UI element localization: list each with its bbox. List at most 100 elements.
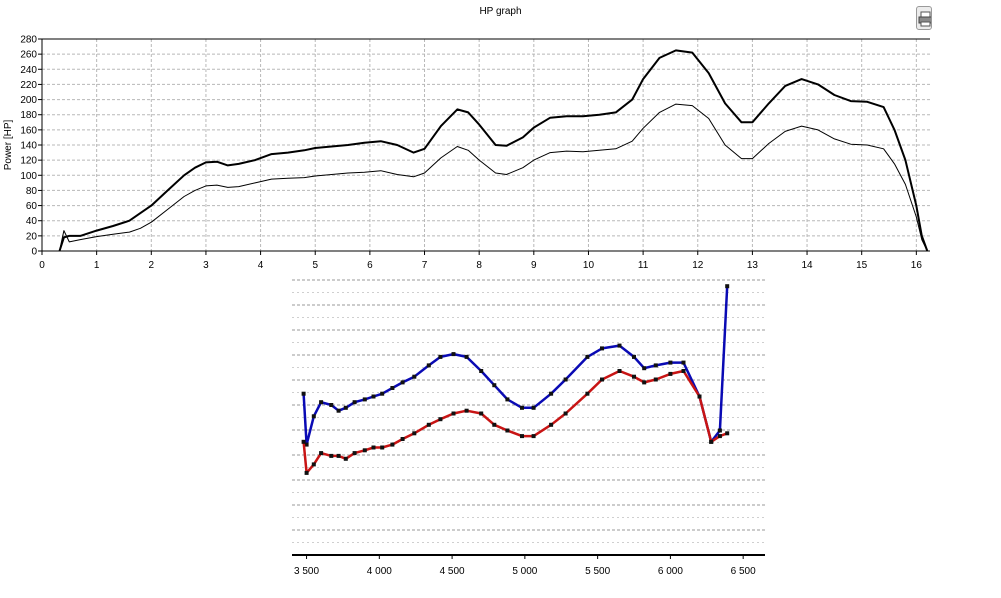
bottom-series-line-2 [302,369,728,475]
bottom-series-2-marker [632,374,636,379]
top-x-tick-label: 2 [149,260,155,271]
bottom-chart-axes [292,554,765,559]
top-chart-y-axis-label: Power [HP] [3,119,14,170]
top-x-tick-label: 11 [638,260,649,271]
top-x-tick-label: 15 [856,260,868,271]
bottom-series-2-marker [653,377,658,382]
bottom-series-2-marker [336,453,341,458]
chart-title: HP graph [479,6,522,17]
top-chart-series [58,49,929,252]
bottom-x-tick-label: 4 000 [367,566,392,577]
bottom-series-2-marker [412,431,417,436]
bottom-series-2-marker [380,445,385,450]
bottom-series-1-marker [343,405,348,410]
bottom-series-2-marker [531,434,536,439]
bottom-series-2-marker [492,422,497,427]
bottom-series-1-marker [617,343,622,348]
bottom-chart-x-ticks: 3 500 4 000 4 500 5 000 5 500 6 000 6 500 [294,566,756,577]
bottom-series-2-marker [479,411,484,416]
print-button[interactable] [916,6,932,30]
bottom-series-1-marker [492,383,497,388]
bottom-x-tick-label: 6 000 [658,566,683,577]
bottom-series-1-marker [371,394,376,399]
bottom-x-tick-label: 5 500 [585,566,610,577]
bottom-series-2-marker [438,417,443,422]
printer-icon [918,11,931,27]
top-x-tick-label: 8 [476,260,482,271]
bottom-series-2-marker [585,391,590,396]
top-x-tick-label: 9 [531,260,537,271]
top-y-tick-label: 160 [20,125,37,136]
top-y-tick-label: 260 [20,50,37,61]
bottom-series-2-marker [426,422,431,427]
bottom-series-1-marker [681,360,686,365]
top-y-tick-label: 40 [26,216,38,227]
bottom-series-2-marker [617,369,622,373]
bottom-series-2-marker [642,380,647,385]
bottom-series-2-marker [451,411,456,416]
bottom-series-1-marker [479,369,484,373]
bottom-series-1-marker [329,403,334,407]
top-y-tick-label: 20 [26,231,38,242]
bottom-series-1-marker [412,374,417,379]
top-y-tick-label: 240 [20,65,37,76]
bottom-series-2-marker [352,451,357,456]
top-x-tick-label: 6 [367,260,373,271]
bottom-series-2-marker [725,431,730,436]
top-x-tick-label: 10 [583,260,595,271]
bottom-series-1-marker [563,377,568,382]
bottom-x-tick-label: 4 500 [440,566,465,577]
bottom-series-2-marker [319,451,324,456]
bottom-series-1-marker [505,397,510,402]
bottom-series-1-marker [653,363,658,368]
bottom-series-2-marker [563,411,568,416]
bottom-series-2-marker [505,428,510,433]
top-y-tick-label: 0 [31,247,37,258]
top-y-tick-label: 180 [20,110,37,121]
top-x-tick-label: 5 [312,260,318,271]
bottom-series-1-marker [717,428,722,433]
top-x-tick-label: 14 [801,260,813,271]
bottom-series-2-marker [400,437,405,441]
bottom-series-2-marker [329,453,334,458]
bottom-series-2-marker [520,434,524,439]
bottom-series-2-marker [600,377,604,382]
bottom-series-1-marker [304,442,309,447]
bottom-series-2-marker [304,470,309,475]
bottom-x-tick-label: 3 500 [294,566,319,577]
top-x-tick-label: 13 [747,260,759,271]
top-x-tick-label: 16 [911,260,923,271]
bottom-x-tick-label: 5 000 [512,566,537,577]
bottom-series-2-marker [681,369,686,373]
bottom-series-2-marker [343,456,348,461]
bottom-series-2-marker [668,371,673,376]
bottom-series-1-marker [426,363,431,368]
bottom-series-1-marker [642,366,647,371]
bottom-series-1-marker [668,360,673,365]
bottom-series-1-marker [319,400,324,405]
bottom-series-1-marker [632,354,636,359]
bottom-series-1-marker [520,405,524,410]
bottom-series-1-marker [438,354,443,359]
top-y-tick-label: 80 [26,186,38,197]
bottom-series-2-marker [697,394,702,399]
bottom-series-1-marker [531,405,536,410]
top-x-tick-label: 3 [203,260,209,271]
bottom-series-2-marker [717,434,722,439]
bottom-series-2-marker [390,442,395,447]
top-x-tick-label: 1 [94,260,100,271]
top-y-tick-label: 100 [20,171,37,182]
bottom-series-2-marker [371,445,376,450]
bottom-series-1-marker [600,346,604,351]
top-x-tick-label: 0 [39,260,45,271]
top-y-tick-label: 200 [20,95,37,106]
top-y-tick-label: 220 [20,80,37,91]
bottom-series-1-marker [585,354,590,359]
bottom-x-tick-label: 6 500 [731,566,756,577]
bottom-chart-series [301,284,730,475]
bottom-series-1-marker [362,397,367,402]
bottom-series-1-marker [400,380,405,385]
top-y-tick-label: 120 [20,156,37,167]
top-series-line-1 [58,49,929,252]
